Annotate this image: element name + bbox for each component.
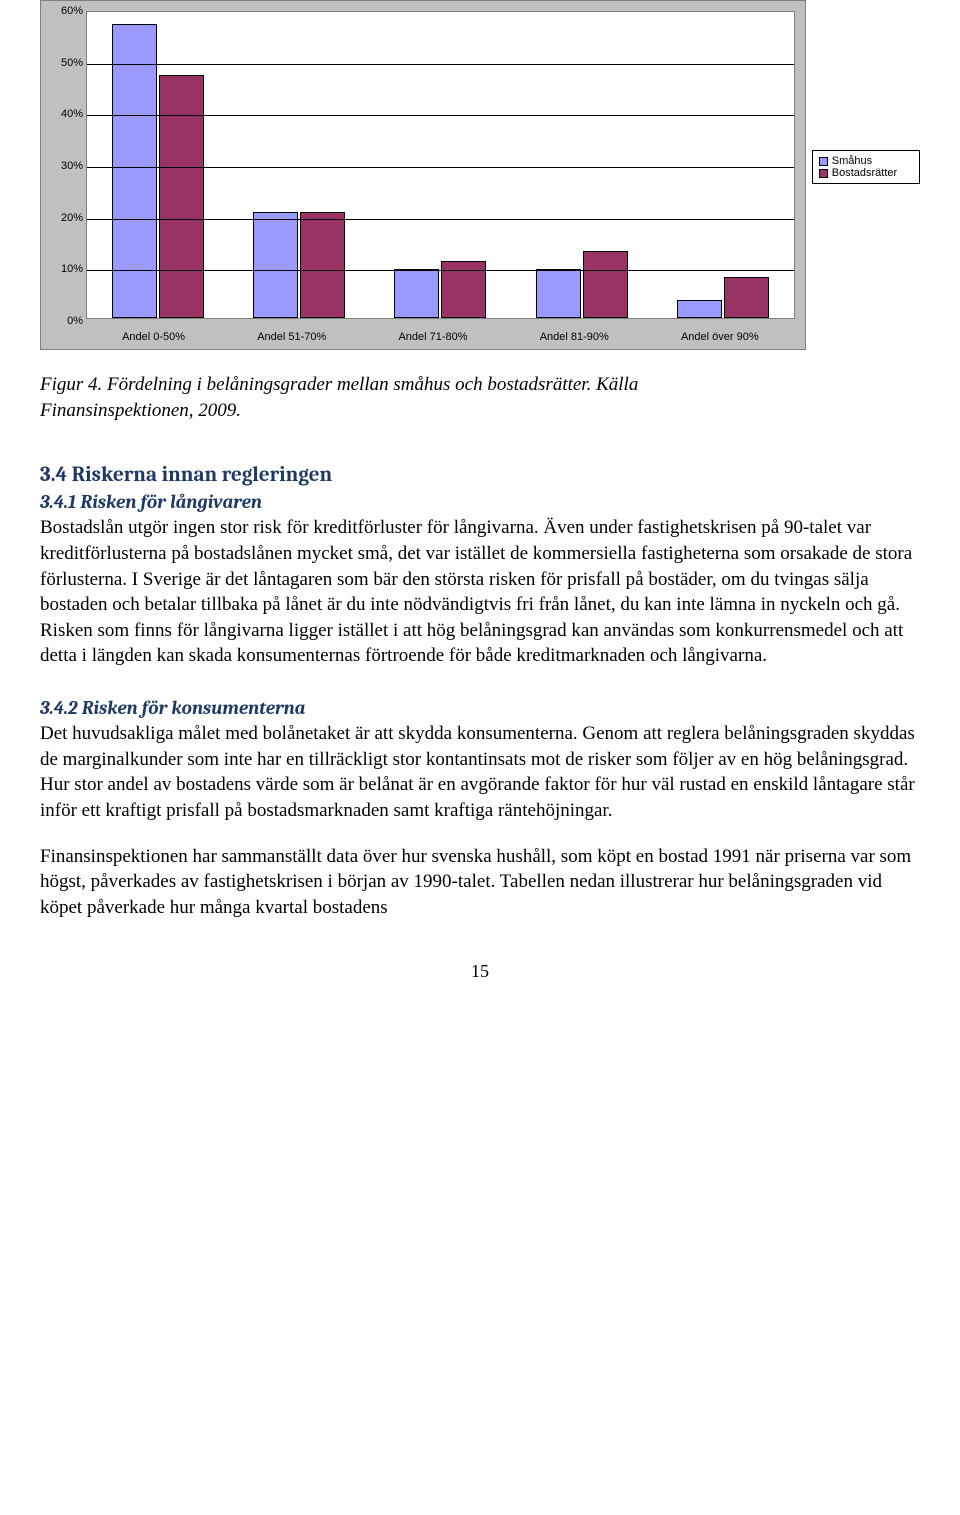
gridline: [87, 115, 794, 116]
x-tick-label: Andel 71-80%: [398, 331, 467, 343]
bar-group: [112, 24, 204, 319]
bar-group: [536, 251, 628, 318]
y-tick-label: 50%: [41, 57, 83, 69]
bar: [253, 212, 298, 318]
legend-swatch: [819, 169, 828, 178]
heading-3-4-2: 3.4.2 Risken för konsumenterna: [40, 697, 920, 719]
legend-label: Bostadsrätter: [832, 167, 897, 179]
chart-legend: SmåhusBostadsrätter: [812, 150, 920, 184]
bar: [394, 269, 439, 318]
gridline: [87, 270, 794, 271]
y-tick-label: 60%: [41, 5, 83, 17]
bar: [677, 300, 722, 318]
legend-item: Småhus: [819, 155, 913, 167]
figure-caption: Figur 4. Fördelning i belåningsgrader me…: [40, 372, 920, 423]
y-tick-label: 30%: [41, 160, 83, 172]
body-3-4-1: Bostadslån utgör ingen stor risk för kre…: [40, 515, 920, 669]
page-number: 15: [40, 961, 920, 982]
bar: [724, 277, 769, 318]
y-tick-label: 0%: [41, 315, 83, 327]
x-tick-label: Andel 51-70%: [257, 331, 326, 343]
x-tick-label: Andel 81-90%: [540, 331, 609, 343]
y-tick-label: 20%: [41, 212, 83, 224]
bar-group: [253, 212, 345, 318]
gridline: [87, 64, 794, 65]
bar: [536, 269, 581, 318]
x-axis-labels: Andel 0-50% Andel 51-70% Andel 71-80% Andel…: [86, 331, 795, 343]
x-tick-label: Andel över 90%: [681, 331, 759, 343]
x-tick-label: Andel 0-50%: [122, 331, 185, 343]
bar-group: [677, 277, 769, 318]
legend-swatch: [819, 157, 828, 166]
y-tick-label: 40%: [41, 108, 83, 120]
body-3-4-2-p2: Finansinspektionen har sammanställt data…: [40, 844, 920, 921]
heading-3-4-1: 3.4.1 Risken för långivaren: [40, 491, 920, 513]
bar-chart: Andel 0-50% Andel 51-70% Andel 71-80% Andel…: [40, 0, 806, 350]
bar: [159, 75, 204, 318]
chart-container: Andel 0-50% Andel 51-70% Andel 71-80% Andel…: [40, 0, 920, 350]
legend-label: Småhus: [832, 155, 872, 167]
bar: [583, 251, 628, 318]
y-tick-label: 10%: [41, 263, 83, 275]
gridline: [87, 219, 794, 220]
gridline: [87, 167, 794, 168]
bar: [300, 212, 345, 318]
caption-line-2: Finansinspektionen, 2009.: [40, 400, 241, 421]
plot-area: [86, 11, 795, 319]
bar: [112, 24, 157, 319]
legend-item: Bostadsrätter: [819, 167, 913, 179]
bars-row: [87, 12, 794, 318]
body-3-4-2-p1: Det huvudsakliga målet med bolånetaket ä…: [40, 721, 920, 824]
heading-3-4: 3.4 Riskerna innan regleringen: [40, 463, 920, 487]
caption-line-1: Figur 4. Fördelning i belåningsgrader me…: [40, 374, 638, 395]
